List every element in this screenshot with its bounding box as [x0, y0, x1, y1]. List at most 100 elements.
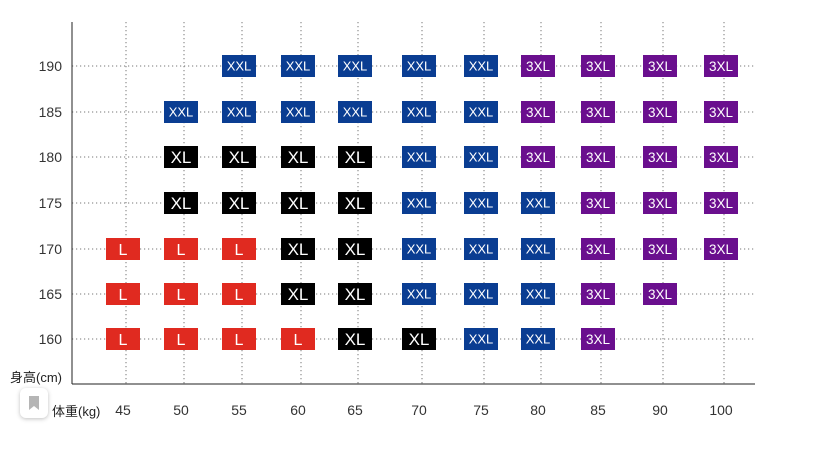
size-cell-label: XXL: [526, 196, 551, 211]
size-cell-label: L: [177, 332, 186, 349]
y-tick-label: 190: [39, 58, 63, 74]
size-cell-label: L: [235, 332, 244, 349]
size-cell: [281, 101, 315, 123]
size-cell-label: 3XL: [648, 105, 673, 120]
size-cell: [164, 101, 198, 123]
size-cell: [164, 238, 198, 260]
size-cell: [338, 55, 372, 77]
size-cell-label: 3XL: [709, 59, 734, 74]
size-cell-label: XXL: [407, 242, 432, 257]
size-cell-label: 3XL: [586, 196, 611, 211]
size-cell: [164, 328, 198, 350]
size-cell: [106, 238, 140, 260]
size-cell-label: L: [119, 242, 128, 259]
size-cell: [521, 283, 555, 305]
y-tick-labels: 160 165 170 175 180 185 190: [39, 58, 63, 347]
size-cell-label: XXL: [227, 105, 252, 120]
size-cell-label: 3XL: [526, 105, 551, 120]
size-cell: [402, 101, 436, 123]
size-cell: [464, 101, 498, 123]
size-cell-label: XXL: [469, 59, 494, 74]
size-cell-label: L: [235, 242, 244, 259]
y-axis-label: 身高(cm): [10, 370, 62, 385]
size-cell-label: L: [177, 242, 186, 259]
size-cell: [281, 192, 315, 214]
size-cell: [402, 283, 436, 305]
size-cell: [464, 146, 498, 168]
size-cell: [338, 101, 372, 123]
size-cell-label: XL: [229, 194, 250, 213]
size-cell-label: L: [119, 332, 128, 349]
size-cell: [521, 146, 555, 168]
size-cell-label: 3XL: [709, 196, 734, 211]
size-cell: [581, 55, 615, 77]
size-cell-label: 3XL: [586, 287, 611, 302]
size-cell-label: XXL: [469, 287, 494, 302]
size-cell: [338, 192, 372, 214]
size-cell: [464, 192, 498, 214]
size-cell: [164, 192, 198, 214]
axes: [71, 22, 755, 385]
size-cell-label: XL: [288, 148, 309, 167]
x-tick-label: 100: [709, 402, 733, 418]
x-tick-label: 90: [652, 402, 668, 418]
size-cell-label: XL: [288, 285, 309, 304]
size-cell-label: XXL: [343, 59, 368, 74]
size-cell: [281, 55, 315, 77]
bookmark-button[interactable]: [20, 388, 48, 418]
size-cell: [643, 283, 677, 305]
size-cell: [464, 55, 498, 77]
size-cell-label: XL: [345, 240, 366, 259]
size-cell-label: 3XL: [709, 242, 734, 257]
size-cell: [338, 238, 372, 260]
size-cell: [521, 328, 555, 350]
size-cell-label: XL: [288, 240, 309, 259]
size-cell-label: 3XL: [586, 332, 611, 347]
size-cell-label: 3XL: [526, 59, 551, 74]
size-cell-label: XXL: [169, 105, 194, 120]
y-tick-label: 165: [39, 286, 63, 302]
bookmark-icon: [29, 396, 39, 410]
size-cell: [521, 55, 555, 77]
size-cell: [281, 283, 315, 305]
size-cell-label: XL: [288, 194, 309, 213]
size-cell-label: XXL: [286, 59, 311, 74]
size-cell-label: XXL: [227, 59, 252, 74]
size-cell: [106, 283, 140, 305]
size-cell: [338, 328, 372, 350]
size-cell-label: 3XL: [526, 150, 551, 165]
size-cell-label: L: [177, 287, 186, 304]
x-tick-label: 70: [411, 402, 427, 418]
size-cell-label: 3XL: [709, 105, 734, 120]
size-cell-label: XXL: [343, 105, 368, 120]
size-cell-label: XL: [229, 148, 250, 167]
size-cell: [164, 146, 198, 168]
size-cell-label: XXL: [526, 332, 551, 347]
size-cell-label: 3XL: [709, 150, 734, 165]
size-cell: [402, 55, 436, 77]
size-cell-label: XXL: [526, 287, 551, 302]
size-cell: [581, 192, 615, 214]
size-cell-label: L: [294, 332, 303, 349]
size-cell-label: XXL: [526, 242, 551, 257]
y-tick-label: 185: [39, 104, 63, 120]
size-cell-label: XL: [345, 330, 366, 349]
size-cell: [581, 238, 615, 260]
size-cell-label: 3XL: [648, 59, 673, 74]
size-cell: [581, 146, 615, 168]
size-cell-label: 3XL: [586, 105, 611, 120]
size-cells: XXL XXL XXL XXL XXL 3XL 3XL 3XL 3XL XXL XXL XXL XXL X…: [106, 55, 738, 350]
size-cell-label: XL: [345, 285, 366, 304]
size-cell: [581, 101, 615, 123]
size-cell-label: XXL: [407, 105, 432, 120]
size-cell-label: XXL: [469, 105, 494, 120]
x-tick-label: 80: [530, 402, 546, 418]
x-tick-label: 75: [473, 402, 489, 418]
size-cell: [464, 328, 498, 350]
size-cell-label: XXL: [469, 150, 494, 165]
size-cell-label: XL: [409, 330, 430, 349]
x-tick-label: 85: [590, 402, 606, 418]
size-cell: [222, 283, 256, 305]
size-cell-label: 3XL: [586, 150, 611, 165]
